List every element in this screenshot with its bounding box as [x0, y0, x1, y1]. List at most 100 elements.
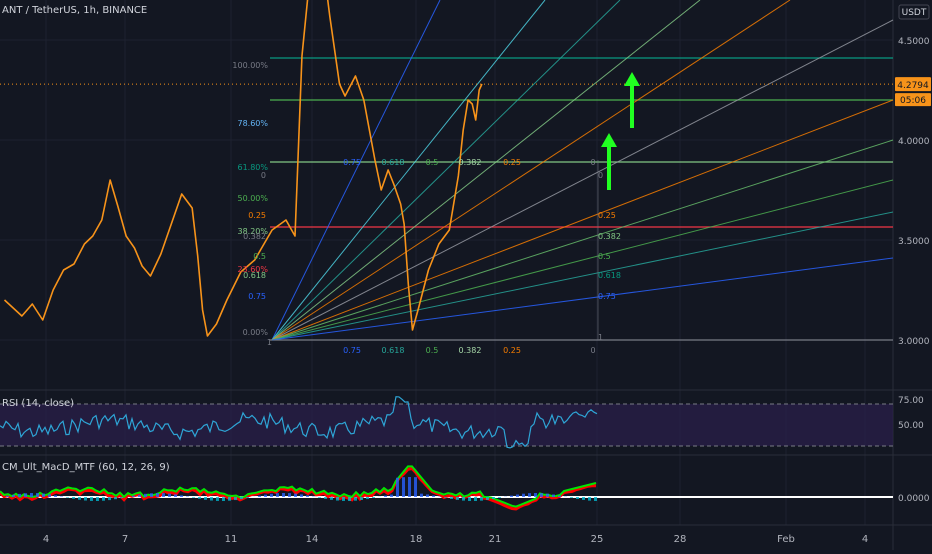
last-price-value: 4.2794	[897, 81, 929, 91]
macd-histogram-bar	[96, 497, 99, 501]
macd-histogram-bar	[522, 494, 525, 497]
fib-label-left: 0.618	[243, 271, 266, 280]
macd-histogram-bar	[300, 494, 303, 497]
fib-label-left: 100.00%	[232, 61, 268, 70]
macd-histogram-bar	[318, 497, 321, 498]
macd-histogram-bar	[120, 497, 123, 498]
fib-label-left: 78.60%	[237, 119, 268, 128]
macd-histogram-bar	[276, 493, 279, 497]
fib-label-left: 0.25	[248, 211, 266, 220]
fib-label-left: 0.382	[243, 232, 266, 241]
macd-histogram-bar	[366, 497, 369, 499]
fib-label-right: 0.382	[598, 232, 621, 241]
macd-histogram-bar	[540, 493, 543, 497]
x-tick-label: 28	[674, 534, 687, 545]
macd-histogram-bar	[264, 495, 267, 497]
macd-histogram-bar	[450, 497, 453, 499]
y-tick-label: 3.0000	[898, 337, 930, 347]
macd-histogram-bar	[144, 494, 147, 497]
fan-label-bottom: 0.618	[382, 346, 405, 355]
macd-histogram-bar	[168, 494, 171, 497]
macd-histogram-bar	[102, 497, 105, 501]
macd-histogram-bar	[270, 494, 273, 497]
macd-histogram-bar	[480, 497, 483, 501]
macd-histogram-bar	[294, 494, 297, 497]
macd-histogram-bar	[582, 497, 585, 500]
macd-histogram-bar	[42, 494, 45, 497]
macd-title: CM_Ult_MacD_MTF (60, 12, 26, 9)	[2, 462, 170, 473]
macd-histogram-bar	[408, 477, 411, 497]
fib-label-right: 0	[598, 171, 603, 180]
fan-label-top: 0	[590, 158, 595, 167]
x-tick-label: 4	[862, 534, 868, 545]
macd-histogram-bar	[180, 495, 183, 497]
macd-histogram-bar	[486, 497, 489, 500]
x-tick-label: 7	[122, 534, 128, 545]
macd-histogram-bar	[414, 477, 417, 497]
y-tick-label: 4.0000	[898, 137, 930, 147]
macd-histogram-bar	[84, 497, 87, 500]
macd-histogram-bar	[474, 497, 477, 501]
macd-histogram-bar	[324, 497, 327, 499]
macd-histogram-bar	[36, 493, 39, 497]
macd-histogram-bar	[246, 497, 249, 498]
macd-histogram-bar	[552, 495, 555, 497]
macd-histogram-bar	[150, 493, 153, 497]
fib-label-left: 0.5	[253, 252, 266, 261]
x-tick-label: 25	[591, 534, 604, 545]
fib-label-left: 50.00%	[237, 194, 268, 203]
fib-label-left: 1	[267, 338, 272, 347]
macd-zero-label: 0.0000	[898, 494, 930, 504]
macd-histogram-bar	[432, 495, 435, 497]
macd-histogram-bar	[576, 497, 579, 499]
macd-histogram-bar	[444, 497, 447, 498]
macd-histogram-bar	[306, 495, 309, 497]
macd-histogram-bar	[48, 494, 51, 497]
countdown-value: 05:06	[900, 96, 926, 106]
macd-histogram-bar	[192, 497, 195, 498]
fan-label-top: 0.618	[382, 158, 405, 167]
macd-histogram-bar	[528, 493, 531, 497]
macd-histogram-bar	[348, 497, 351, 501]
macd-histogram-bar	[90, 497, 93, 501]
rsi-upper-label: 75.00	[898, 396, 924, 406]
macd-histogram-bar	[72, 497, 75, 499]
x-tick-label: Feb	[777, 534, 795, 545]
macd-histogram-bar	[222, 497, 225, 501]
macd-histogram-bar	[342, 497, 345, 501]
fan-label-bottom: 0	[590, 346, 595, 355]
macd-histogram-bar	[354, 497, 357, 501]
fib-label-right: 0.25	[598, 211, 616, 220]
macd-histogram-bar	[402, 477, 405, 497]
x-tick-label: 21	[489, 534, 502, 545]
macd-histogram-bar	[12, 495, 15, 497]
macd-histogram-bar	[234, 497, 237, 500]
macd-histogram-bar	[216, 497, 219, 501]
macd-histogram-bar	[6, 496, 9, 497]
macd-histogram-bar	[420, 494, 423, 497]
fan-label-top: 0.25	[503, 158, 521, 167]
macd-histogram-bar	[498, 497, 501, 498]
macd-histogram-bar	[462, 497, 465, 501]
fan-label-bottom: 0.75	[343, 346, 361, 355]
macd-histogram-bar	[546, 494, 549, 497]
macd-histogram-bar	[162, 493, 165, 497]
macd-histogram-bar	[78, 497, 81, 500]
macd-histogram-bar	[390, 495, 393, 497]
macd-histogram-bar	[132, 496, 135, 497]
macd-histogram-bar	[336, 497, 339, 501]
macd-histogram-bar	[174, 494, 177, 497]
fib-label-left: 0	[261, 171, 266, 180]
y-tick-label: 4.5000	[898, 37, 930, 47]
x-tick-label: 11	[225, 534, 238, 545]
fan-label-top: 0.5	[426, 158, 439, 167]
macd-histogram-bar	[570, 497, 573, 498]
macd-histogram-bar	[288, 493, 291, 497]
macd-histogram-bar	[384, 496, 387, 497]
macd-histogram-bar	[396, 478, 399, 497]
fan-label-bottom: 0.25	[503, 346, 521, 355]
macd-histogram-bar	[24, 493, 27, 497]
macd-histogram-bar	[516, 495, 519, 497]
macd-histogram-bar	[426, 494, 429, 497]
